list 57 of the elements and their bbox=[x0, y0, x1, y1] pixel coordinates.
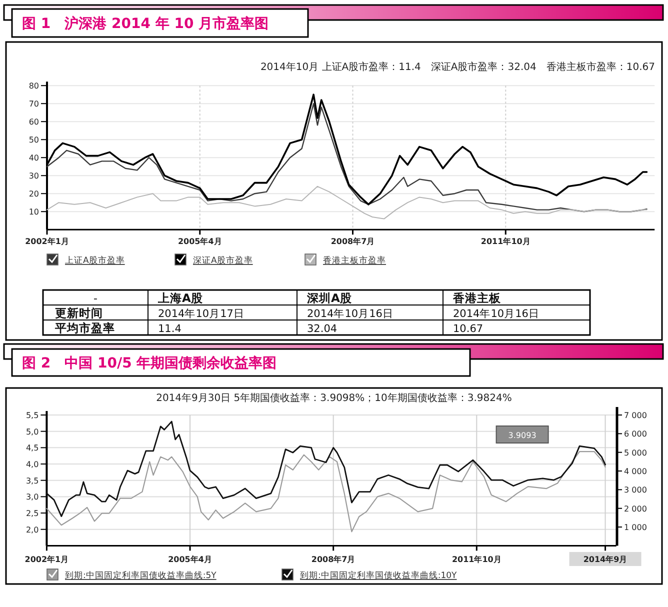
text: 11.4 bbox=[158, 323, 182, 335]
text: 更新时间 bbox=[55, 306, 103, 320]
legend-label: 香港主板市盈率 bbox=[323, 255, 386, 266]
y-tick-label: 4,0 bbox=[26, 460, 39, 470]
text: 深圳A股 bbox=[306, 291, 353, 305]
x-tick-label: 2011年10月 bbox=[480, 237, 530, 246]
y2-tick-label: 5 000 bbox=[624, 448, 647, 458]
line-series bbox=[46, 451, 606, 532]
y-tick-label: 30 bbox=[28, 172, 39, 181]
y-tick-label: 10 bbox=[28, 208, 39, 217]
y-tick-label: 60 bbox=[28, 118, 39, 127]
y-tick-label: 50 bbox=[28, 136, 39, 145]
x-tick-label: 2008年7月 bbox=[330, 237, 375, 246]
y-tick-label: 5,0 bbox=[26, 427, 39, 436]
y-tick-label: 2,0 bbox=[26, 525, 39, 534]
y-tick-label: 70 bbox=[28, 100, 39, 109]
y-tick-label: 2,5 bbox=[26, 509, 39, 518]
text: 平均市盈率 bbox=[54, 321, 115, 335]
y-tick-label: 40 bbox=[28, 154, 39, 163]
x-tick-label: 2014年9月 bbox=[583, 555, 628, 564]
y2-tick-label: 6 000 bbox=[624, 430, 647, 439]
y2-tick-label: 2 000 bbox=[624, 504, 647, 514]
y-tick-label: 4,5 bbox=[26, 444, 39, 453]
x-tick-label: 2002年1月 bbox=[25, 237, 69, 246]
text: 2014年10月17日 bbox=[158, 308, 244, 320]
line-series bbox=[46, 186, 648, 220]
legend-label: 到期:中国固定利率国债收益率曲线:10Y bbox=[300, 570, 458, 581]
chart-subtitle: 2014年9月30日 5年期国债收益率：3.9098%；10年期国债收益率：3.9824% bbox=[156, 392, 512, 404]
text: 上海A股 bbox=[157, 291, 204, 305]
y-tick-label: 3,0 bbox=[26, 492, 39, 502]
legend-label: 到期:中国固定利率国债收益率曲线:5Y bbox=[65, 570, 218, 581]
y2-tick-label: 4 000 bbox=[624, 467, 647, 476]
y2-tick-label: 3 000 bbox=[624, 486, 647, 495]
x-tick-label: 2005年4月 bbox=[178, 237, 222, 246]
y2-tick-label: 7 000 bbox=[624, 411, 647, 420]
x-tick-label: 2005年4月 bbox=[168, 555, 212, 564]
text: 10.67 bbox=[453, 323, 484, 335]
text: - bbox=[94, 292, 98, 305]
text: 2014年10月16日 bbox=[453, 308, 540, 320]
legend-label: 上证A股市盈率 bbox=[65, 255, 125, 266]
text: 2014年10月16日 bbox=[307, 308, 394, 320]
chart-subtitle: 2014年10月 上证A股市盈率：11.4 深证A股市盈率：32.04 香港主板市盈率：10.67 bbox=[260, 61, 655, 73]
y-tick-label: 80 bbox=[28, 82, 39, 91]
text: 香港主板 bbox=[452, 291, 502, 305]
line-series bbox=[46, 420, 606, 517]
x-tick-label: 2008年7月 bbox=[311, 555, 356, 564]
text: 32.04 bbox=[307, 323, 338, 335]
chart-title: 图 1 沪深港 2014 年 10 月市盈率图 bbox=[22, 15, 269, 32]
y-tick-label: 3,5 bbox=[26, 476, 39, 486]
annotation: 3.9093 bbox=[508, 431, 536, 440]
x-tick-label: 2011年10月 bbox=[452, 555, 502, 564]
y2-tick-label: 1 000 bbox=[624, 523, 647, 532]
x-tick-label: 2002年1月 bbox=[24, 555, 69, 564]
legend-label: 深证A股市盈率 bbox=[193, 255, 253, 266]
y-tick-label: 5,5 bbox=[26, 411, 39, 420]
chart-title: 图 2 中国 10/5 年期国债剩余收益率图 bbox=[22, 354, 277, 372]
y-tick-label: 20 bbox=[28, 190, 39, 199]
